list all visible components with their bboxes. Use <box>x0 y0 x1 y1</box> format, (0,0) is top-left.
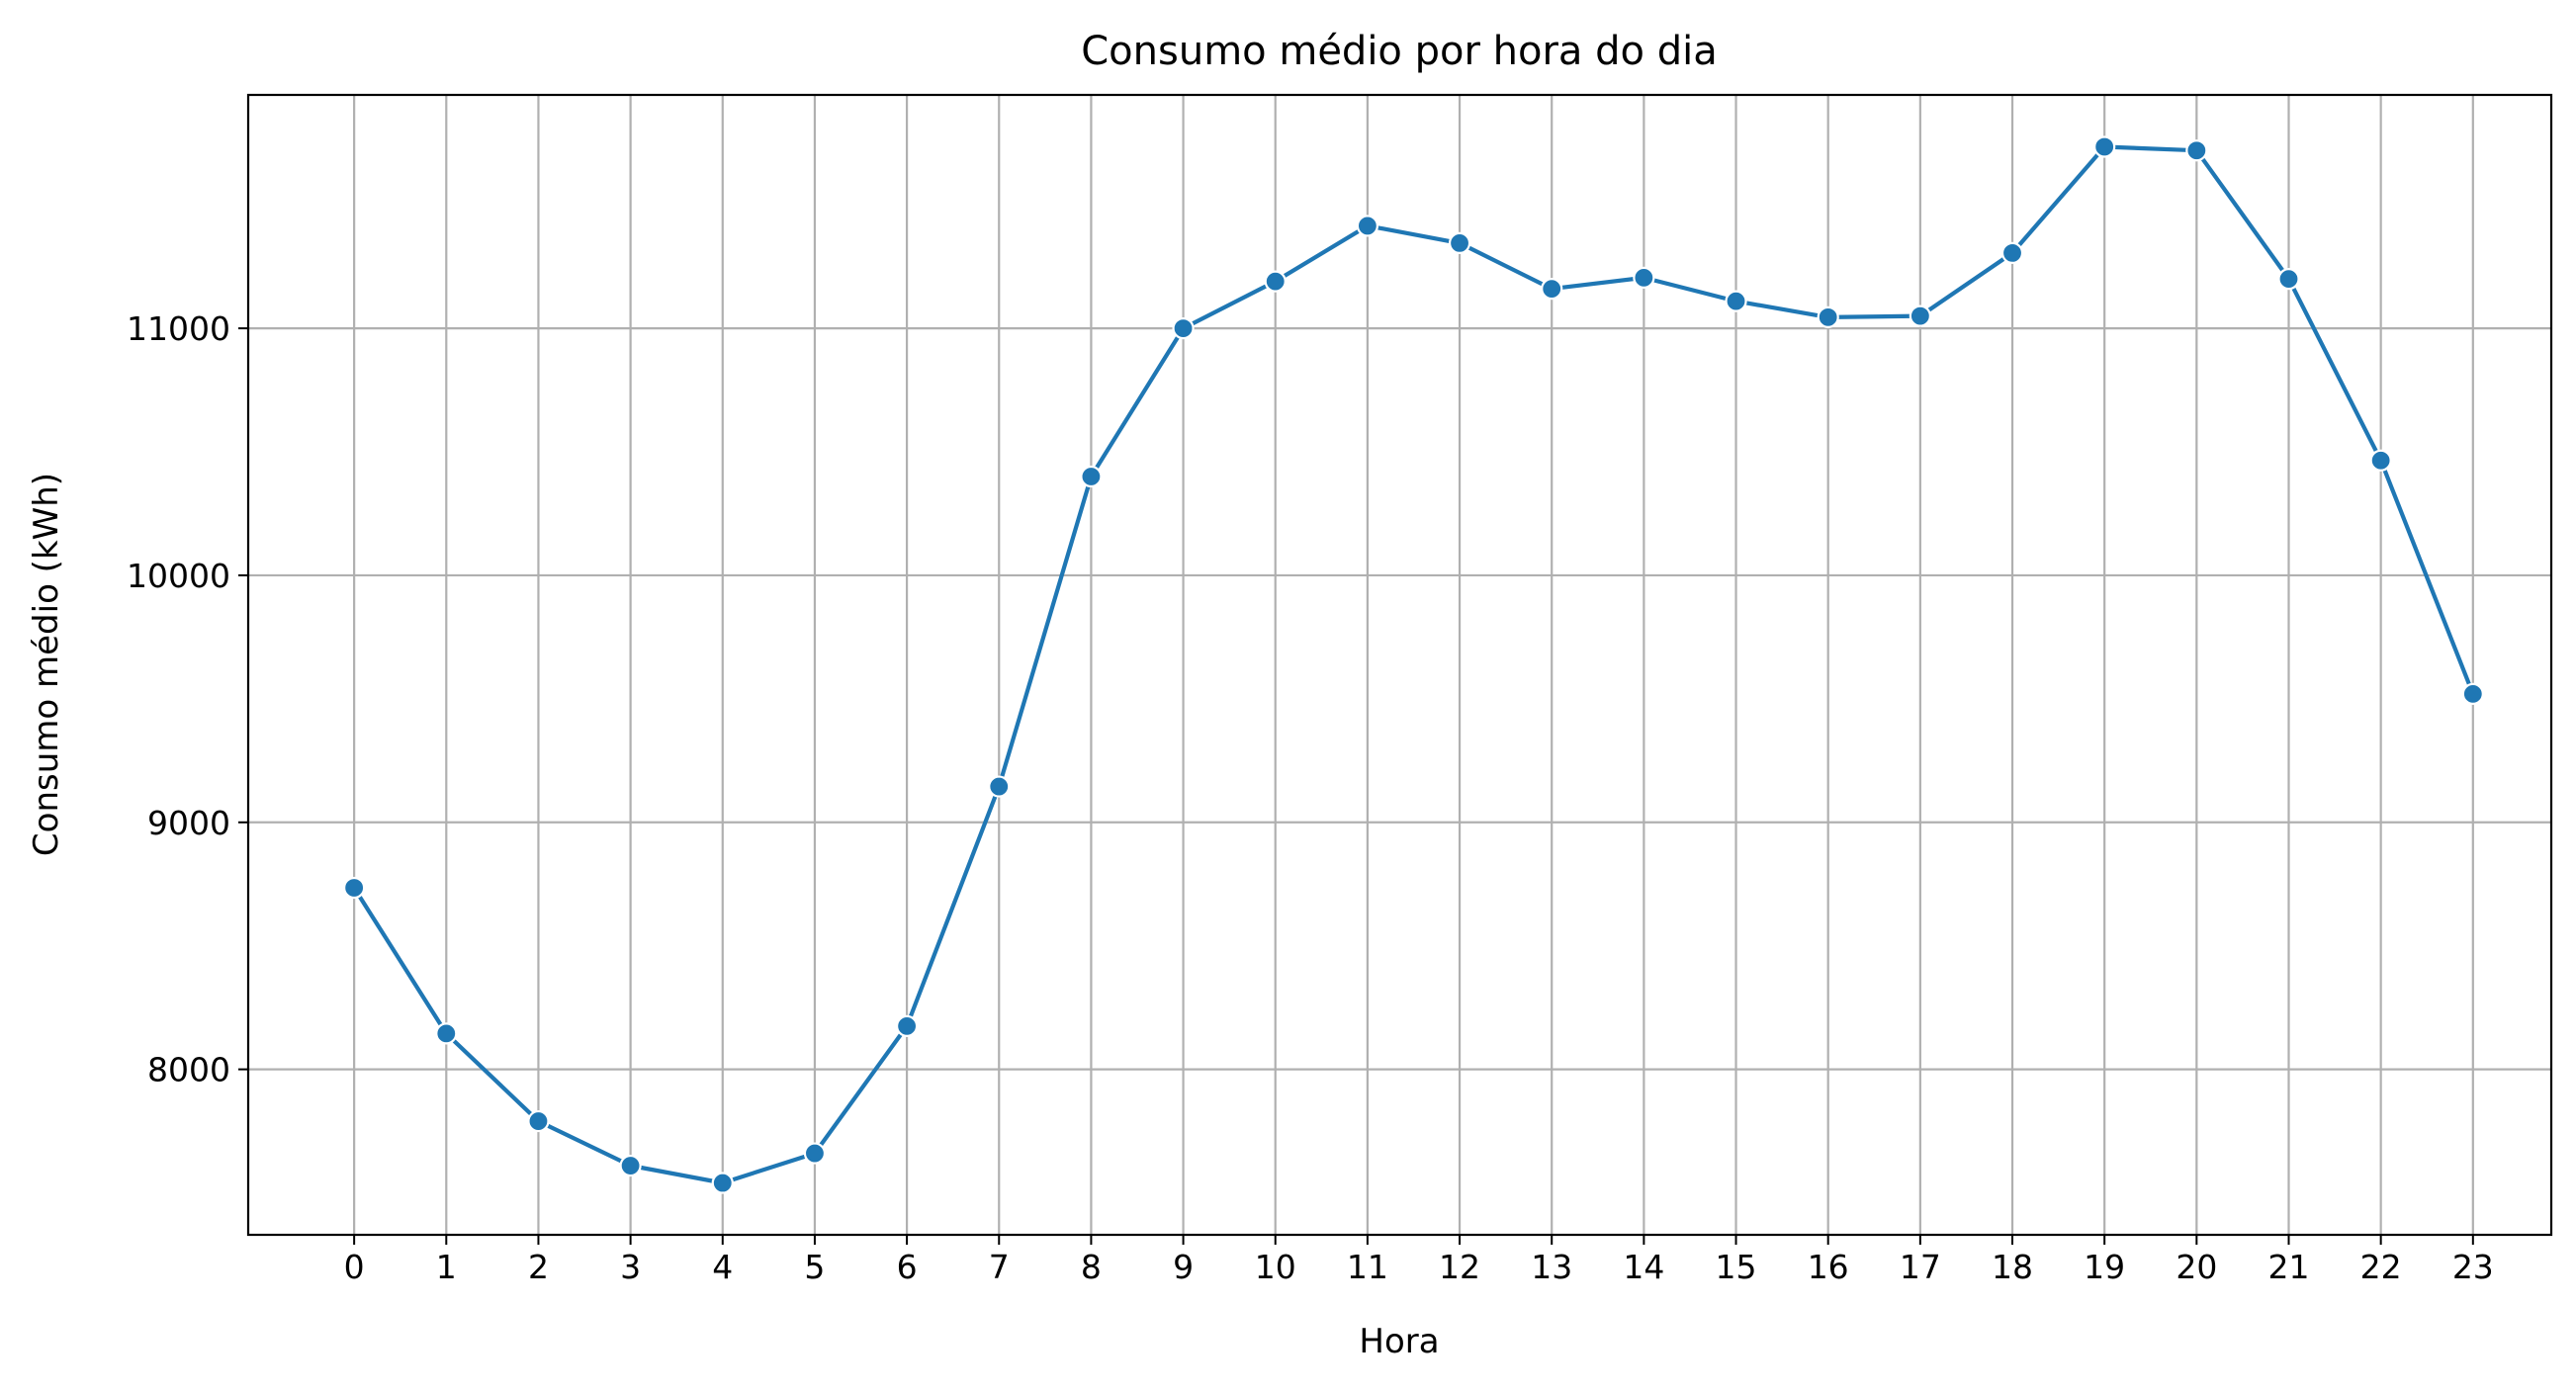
y-tick-label: 11000 <box>127 309 230 348</box>
x-tick-label: 3 <box>620 1248 641 1286</box>
y-tick-label: 10000 <box>127 557 230 595</box>
data-point <box>895 1014 919 1037</box>
data-point <box>1264 270 1287 293</box>
data-point <box>619 1154 642 1177</box>
x-tick-label: 8 <box>1081 1248 1102 1286</box>
x-tick-label: 7 <box>989 1248 1010 1286</box>
x-tick-label: 10 <box>1255 1248 1296 1286</box>
data-point <box>2461 682 2484 705</box>
data-point <box>1633 266 1655 289</box>
x-tick-label: 21 <box>2267 1248 2309 1286</box>
data-point <box>1541 278 1563 301</box>
data-point <box>1909 305 1931 327</box>
data-point <box>2185 139 2208 162</box>
x-tick-label: 20 <box>2176 1248 2217 1286</box>
x-tick-label: 23 <box>2452 1248 2494 1286</box>
data-point <box>711 1172 734 1194</box>
plot-frame <box>246 93 2553 1237</box>
series-layer <box>343 135 2484 1194</box>
chart-title: Consumo médio por hora do dia <box>1081 29 1717 74</box>
data-point <box>1080 465 1103 488</box>
x-tick-label: 1 <box>436 1248 457 1286</box>
data-point <box>2369 449 2392 472</box>
data-point <box>2000 241 2024 264</box>
data-point <box>2277 268 2300 291</box>
x-tick-label: 5 <box>804 1248 825 1286</box>
x-tick-label: 22 <box>2360 1248 2402 1286</box>
x-tick-label: 0 <box>344 1248 365 1286</box>
x-axis-label: Hora <box>1359 1322 1439 1361</box>
data-point <box>1817 305 1839 328</box>
x-tick-label: 16 <box>1808 1248 1849 1286</box>
y-axis-label: Consumo médio (kWh) <box>27 473 66 856</box>
y-tick-label: 8000 <box>147 1051 230 1089</box>
series-line <box>352 144 2475 1185</box>
ticks: 0 1 2 3 4 5 6 7 8 9 10 11 12 13 14 15 16 17 18 19 20 21 22 2380… <box>127 309 2494 1286</box>
x-tick-label: 11 <box>1347 1248 1388 1286</box>
data-point <box>988 775 1011 798</box>
x-tick-label: 9 <box>1173 1248 1194 1286</box>
x-tick-label: 12 <box>1439 1248 1480 1286</box>
x-tick-label: 18 <box>1992 1248 2033 1286</box>
data-point <box>803 1142 827 1165</box>
x-tick-label: 14 <box>1623 1248 1664 1286</box>
data-point <box>1448 231 1471 255</box>
x-tick-label: 15 <box>1716 1248 1757 1286</box>
data-point <box>1725 290 1747 312</box>
data-point <box>527 1109 550 1133</box>
x-tick-label: 19 <box>2084 1248 2125 1286</box>
x-tick-label: 2 <box>528 1248 549 1286</box>
data-point <box>343 876 366 900</box>
y-tick-label: 9000 <box>147 804 230 842</box>
grid <box>248 95 2551 1235</box>
data-point <box>1172 316 1195 340</box>
data-point <box>1356 215 1378 237</box>
x-tick-label: 6 <box>897 1248 918 1286</box>
data-point <box>435 1022 458 1045</box>
x-tick-label: 17 <box>1900 1248 1941 1286</box>
x-tick-label: 4 <box>712 1248 733 1286</box>
x-tick-label: 13 <box>1531 1248 1572 1286</box>
data-point <box>2093 135 2116 158</box>
